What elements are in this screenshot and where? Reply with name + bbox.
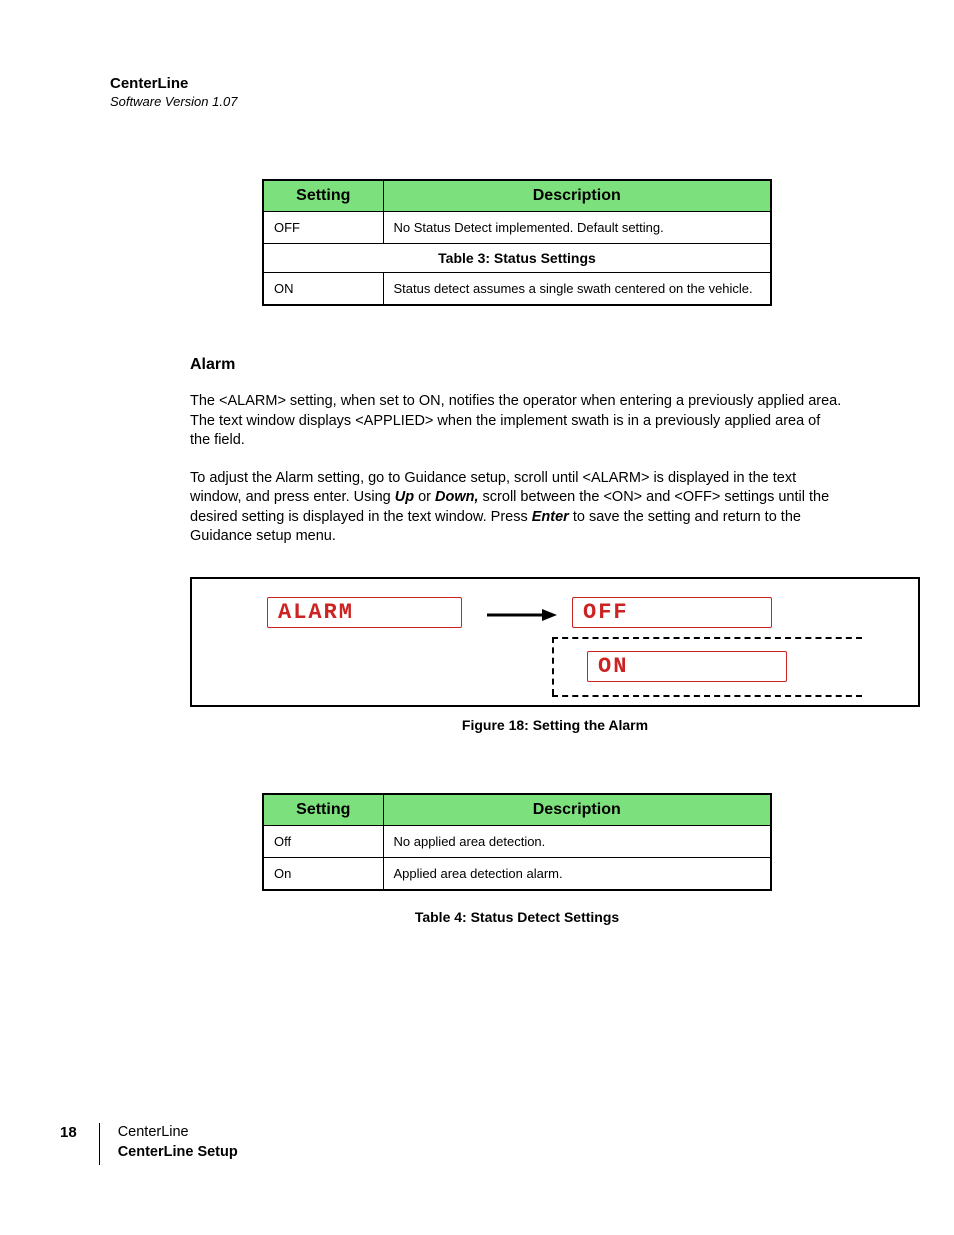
footer-line2: CenterLine Setup — [118, 1143, 238, 1163]
table-caption-row: Table 3: Status Settings — [263, 244, 771, 273]
table-status-detect-settings: Setting Description Off No applied area … — [262, 793, 772, 891]
section-heading-alarm: Alarm — [190, 356, 844, 374]
cell-setting: OFF — [263, 212, 383, 244]
footer-rule — [99, 1123, 100, 1165]
table-header-row: Setting Description — [263, 180, 771, 212]
figure-caption: Figure 18: Setting the Alarm — [190, 717, 920, 733]
cell-setting: On — [263, 857, 383, 890]
cell-setting: Off — [263, 825, 383, 857]
cell-setting: ON — [263, 273, 383, 306]
table3-caption: Table 3: Status Settings — [263, 244, 771, 273]
arrow-right-icon — [487, 607, 557, 623]
page-number: 18 — [60, 1124, 77, 1141]
page-footer: 18 CenterLine CenterLine Setup — [60, 1123, 238, 1165]
footer-line1: CenterLine — [118, 1123, 238, 1143]
footer-lines: CenterLine CenterLine Setup — [118, 1123, 238, 1162]
dashed-top — [552, 637, 862, 639]
dashed-left — [552, 637, 554, 695]
doc-subtitle: Software Version 1.07 — [110, 94, 844, 109]
alarm-paragraph-2: To adjust the Alarm setting, go to Guida… — [190, 469, 844, 547]
dashed-bottom — [552, 695, 862, 697]
col-setting: Setting — [263, 794, 383, 826]
lcd-alarm: ALARM — [267, 597, 462, 628]
col-description: Description — [383, 180, 771, 212]
key-down: Down, — [435, 489, 479, 505]
cell-description: No applied area detection. — [383, 825, 771, 857]
table-row: Off No applied area detection. — [263, 825, 771, 857]
table-status-settings: Setting Description OFF No Status Detect… — [262, 179, 772, 306]
p2-text-b: or — [414, 489, 435, 505]
cell-description: Status detect assumes a single swath cen… — [383, 273, 771, 306]
key-up: Up — [395, 489, 414, 505]
table4-wrap: Setting Description Off No applied area … — [190, 793, 844, 925]
table-row: ON Status detect assumes a single swath … — [263, 273, 771, 306]
figure-alarm-diagram: ALARM OFF ON — [190, 577, 920, 707]
table-row: On Applied area detection alarm. — [263, 857, 771, 890]
page: CenterLine Software Version 1.07 Setting… — [0, 0, 954, 1235]
doc-title: CenterLine — [110, 75, 844, 92]
alarm-paragraph-1: The <ALARM> setting, when set to ON, not… — [190, 392, 844, 451]
table-row: OFF No Status Detect implemented. Defaul… — [263, 212, 771, 244]
cell-description: Applied area detection alarm. — [383, 857, 771, 890]
lcd-on: ON — [587, 651, 787, 682]
table4-caption: Table 4: Status Detect Settings — [190, 909, 844, 925]
lcd-off: OFF — [572, 597, 772, 628]
page-header: CenterLine Software Version 1.07 — [110, 75, 844, 109]
col-setting: Setting — [263, 180, 383, 212]
table-header-row: Setting Description — [263, 794, 771, 826]
key-enter: Enter — [532, 509, 569, 525]
col-description: Description — [383, 794, 771, 826]
content-area: Setting Description OFF No Status Detect… — [110, 179, 844, 925]
cell-description: No Status Detect implemented. Default se… — [383, 212, 771, 244]
